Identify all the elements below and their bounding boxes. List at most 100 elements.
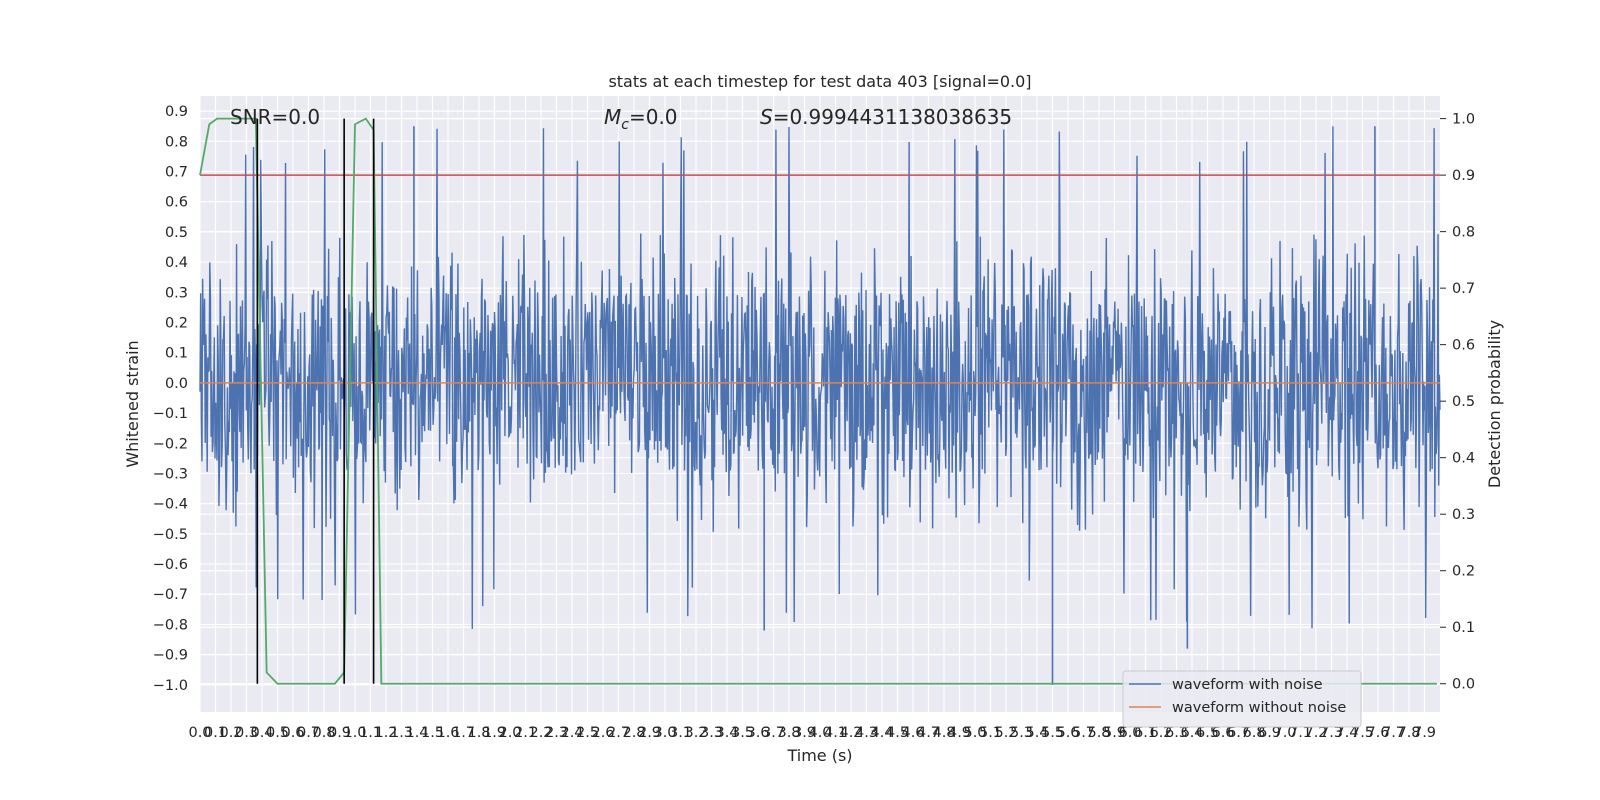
x-tick-label-44: 4.4 bbox=[870, 725, 893, 741]
x-tick-label-39: 3.9 bbox=[793, 725, 816, 741]
x-tick-label-33: 3.3 bbox=[700, 725, 723, 741]
x-tick-label-22: 2.2 bbox=[529, 725, 552, 741]
y2-tick-label-0: 1.0 bbox=[1452, 112, 1475, 128]
x-tick-label-38: 3.8 bbox=[777, 725, 800, 741]
x-tick-label-51: 5.1 bbox=[979, 725, 1002, 741]
x-tick-label-0: 0.0 bbox=[188, 725, 211, 741]
y-tick-label-1: 0.8 bbox=[165, 134, 188, 150]
y2-tick-label-3: 0.7 bbox=[1452, 281, 1475, 297]
x-axis-label: Time (s) bbox=[786, 746, 852, 765]
x-tick-label-50: 5.0 bbox=[963, 725, 986, 741]
y2-tick-label-4: 0.6 bbox=[1452, 338, 1475, 354]
x-tick-label-42: 4.2 bbox=[839, 725, 862, 741]
x-tick-label-7: 0.7 bbox=[297, 725, 320, 741]
x-tick-label-75: 7.5 bbox=[1351, 725, 1374, 741]
y-tick-label-5: 0.4 bbox=[165, 255, 188, 271]
y-tick-label-9: 0.0 bbox=[165, 376, 188, 392]
legend: waveform with noise waveform without noi… bbox=[1122, 670, 1362, 728]
y2-axis-label: Detection probability bbox=[1485, 320, 1504, 488]
x-tick-label-68: 6.8 bbox=[1242, 725, 1265, 741]
y-tick-label-6: 0.3 bbox=[165, 285, 188, 301]
y2-tick-label-6: 0.4 bbox=[1452, 451, 1475, 467]
y-tick-label-7: 0.2 bbox=[165, 315, 188, 331]
x-tick-label-52: 5.2 bbox=[994, 725, 1017, 741]
y-tick-labels: 0.9 0.8 0.7 0.6 0.5 0.4 0.3 0.2 0.1 0.0 −0.1 −0.2 −0… bbox=[153, 104, 188, 694]
waveform-with-noise-line bbox=[199, 126, 1441, 629]
x-tick-label-14: 1.4 bbox=[405, 725, 428, 741]
x-tick-label-9: 0.9 bbox=[328, 725, 351, 741]
x-tick-label-15: 1.5 bbox=[421, 725, 444, 741]
x-tick-label-71: 7.1 bbox=[1289, 725, 1312, 741]
x-tick-label-76: 7.6 bbox=[1366, 725, 1389, 741]
x-tick-label-63: 6.3 bbox=[1165, 725, 1188, 741]
x-tick-label-37: 3.7 bbox=[762, 725, 785, 741]
x-tick-label-34: 3.4 bbox=[715, 725, 738, 741]
x-tick-label-27: 2.7 bbox=[607, 725, 630, 741]
chart-title: stats at each timestep for test data 403… bbox=[608, 72, 1031, 91]
detection-probability-series bbox=[199, 117, 1437, 685]
score-value: =0.9994431138038635 bbox=[773, 105, 1012, 129]
x-tick-label-13: 1.3 bbox=[390, 725, 413, 741]
x-tick-label-11: 1.1 bbox=[359, 725, 382, 741]
x-tick-label-67: 6.7 bbox=[1227, 725, 1250, 741]
y2-tick-label-1: 0.9 bbox=[1452, 168, 1475, 184]
x-tick-label-74: 7.4 bbox=[1335, 725, 1358, 741]
y2-tick-label-5: 0.5 bbox=[1452, 394, 1475, 410]
x-tick-label-21: 2.1 bbox=[514, 725, 537, 741]
score-symbol: S bbox=[760, 105, 773, 129]
y2-tick-label-8: 0.2 bbox=[1452, 564, 1475, 580]
snr-annotation: SNR=0.0 bbox=[230, 105, 320, 129]
y2-tick-label-10: 0.0 bbox=[1452, 677, 1475, 693]
x-tick-label-20: 2.0 bbox=[498, 725, 521, 741]
x-tick-label-24: 2.4 bbox=[560, 725, 583, 741]
x-tick-label-66: 6.6 bbox=[1211, 725, 1234, 741]
x-tick-label-69: 6.9 bbox=[1258, 725, 1281, 741]
y-tick-label-8: 0.1 bbox=[165, 346, 188, 362]
x-tick-label-28: 2.8 bbox=[622, 725, 645, 741]
x-tick-label-54: 5.4 bbox=[1025, 725, 1048, 741]
x-tick-label-77: 7.7 bbox=[1382, 725, 1405, 741]
y-tick-label-3: 0.6 bbox=[165, 195, 188, 211]
x-tick-label-35: 3.5 bbox=[731, 725, 754, 741]
detection-probability-line bbox=[199, 117, 1437, 685]
x-tick-label-2: 0.2 bbox=[219, 725, 242, 741]
x-tick-label-26: 2.6 bbox=[591, 725, 614, 741]
y2-tick-label-9: 0.1 bbox=[1452, 620, 1475, 636]
chirp-mass-subscript: c bbox=[621, 117, 629, 133]
x-tick-label-4: 0.4 bbox=[250, 725, 273, 741]
x-tick-label-59: 5.9 bbox=[1103, 725, 1126, 741]
x-tick-label-25: 2.5 bbox=[576, 725, 599, 741]
y2-tick-labels: 1.0 0.9 0.8 0.7 0.6 0.5 0.4 0.3 0.2 0.1 0.0 bbox=[1440, 112, 1475, 693]
y-tick-label-19: −1.0 bbox=[153, 678, 188, 694]
x-tick-label-3: 0.3 bbox=[235, 725, 258, 741]
x-tick-label-46: 4.6 bbox=[901, 725, 924, 741]
x-tick-label-5: 0.5 bbox=[266, 725, 289, 741]
x-tick-label-56: 5.6 bbox=[1056, 725, 1079, 741]
x-tick-label-19: 1.9 bbox=[483, 725, 506, 741]
x-tick-label-49: 4.9 bbox=[948, 725, 971, 741]
y-tick-label-12: −0.3 bbox=[153, 466, 188, 482]
x-tick-label-16: 1.6 bbox=[436, 725, 459, 741]
y-tick-label-4: 0.5 bbox=[165, 225, 188, 241]
x-tick-label-43: 4.3 bbox=[855, 725, 878, 741]
x-tick-label-70: 7.0 bbox=[1273, 725, 1296, 741]
y-axis-label: Whitened strain bbox=[123, 340, 142, 467]
x-tick-label-36: 3.6 bbox=[746, 725, 769, 741]
x-tick-label-32: 3.2 bbox=[684, 725, 707, 741]
y-tick-label-16: −0.7 bbox=[153, 587, 188, 603]
x-tick-label-41: 4.1 bbox=[824, 725, 847, 741]
x-tick-label-45: 4.5 bbox=[886, 725, 909, 741]
x-tick-label-29: 2.9 bbox=[638, 725, 661, 741]
x-tick-label-79: 7.9 bbox=[1413, 725, 1436, 741]
x-tick-label-53: 5.3 bbox=[1010, 725, 1033, 741]
waveform-with-noise-series bbox=[199, 126, 1441, 685]
x-tick-label-18: 1.8 bbox=[467, 725, 490, 741]
x-tick-label-60: 6.0 bbox=[1118, 725, 1141, 741]
y-tick-label-14: −0.5 bbox=[153, 527, 188, 543]
x-tick-label-65: 6.5 bbox=[1196, 725, 1219, 741]
x-tick-label-40: 4.0 bbox=[808, 725, 831, 741]
x-tick-label-1: 0.1 bbox=[204, 725, 227, 741]
chirp-mass-value: =0.0 bbox=[629, 105, 678, 129]
x-tick-label-8: 0.8 bbox=[312, 725, 335, 741]
x-tick-label-17: 1.7 bbox=[452, 725, 475, 741]
